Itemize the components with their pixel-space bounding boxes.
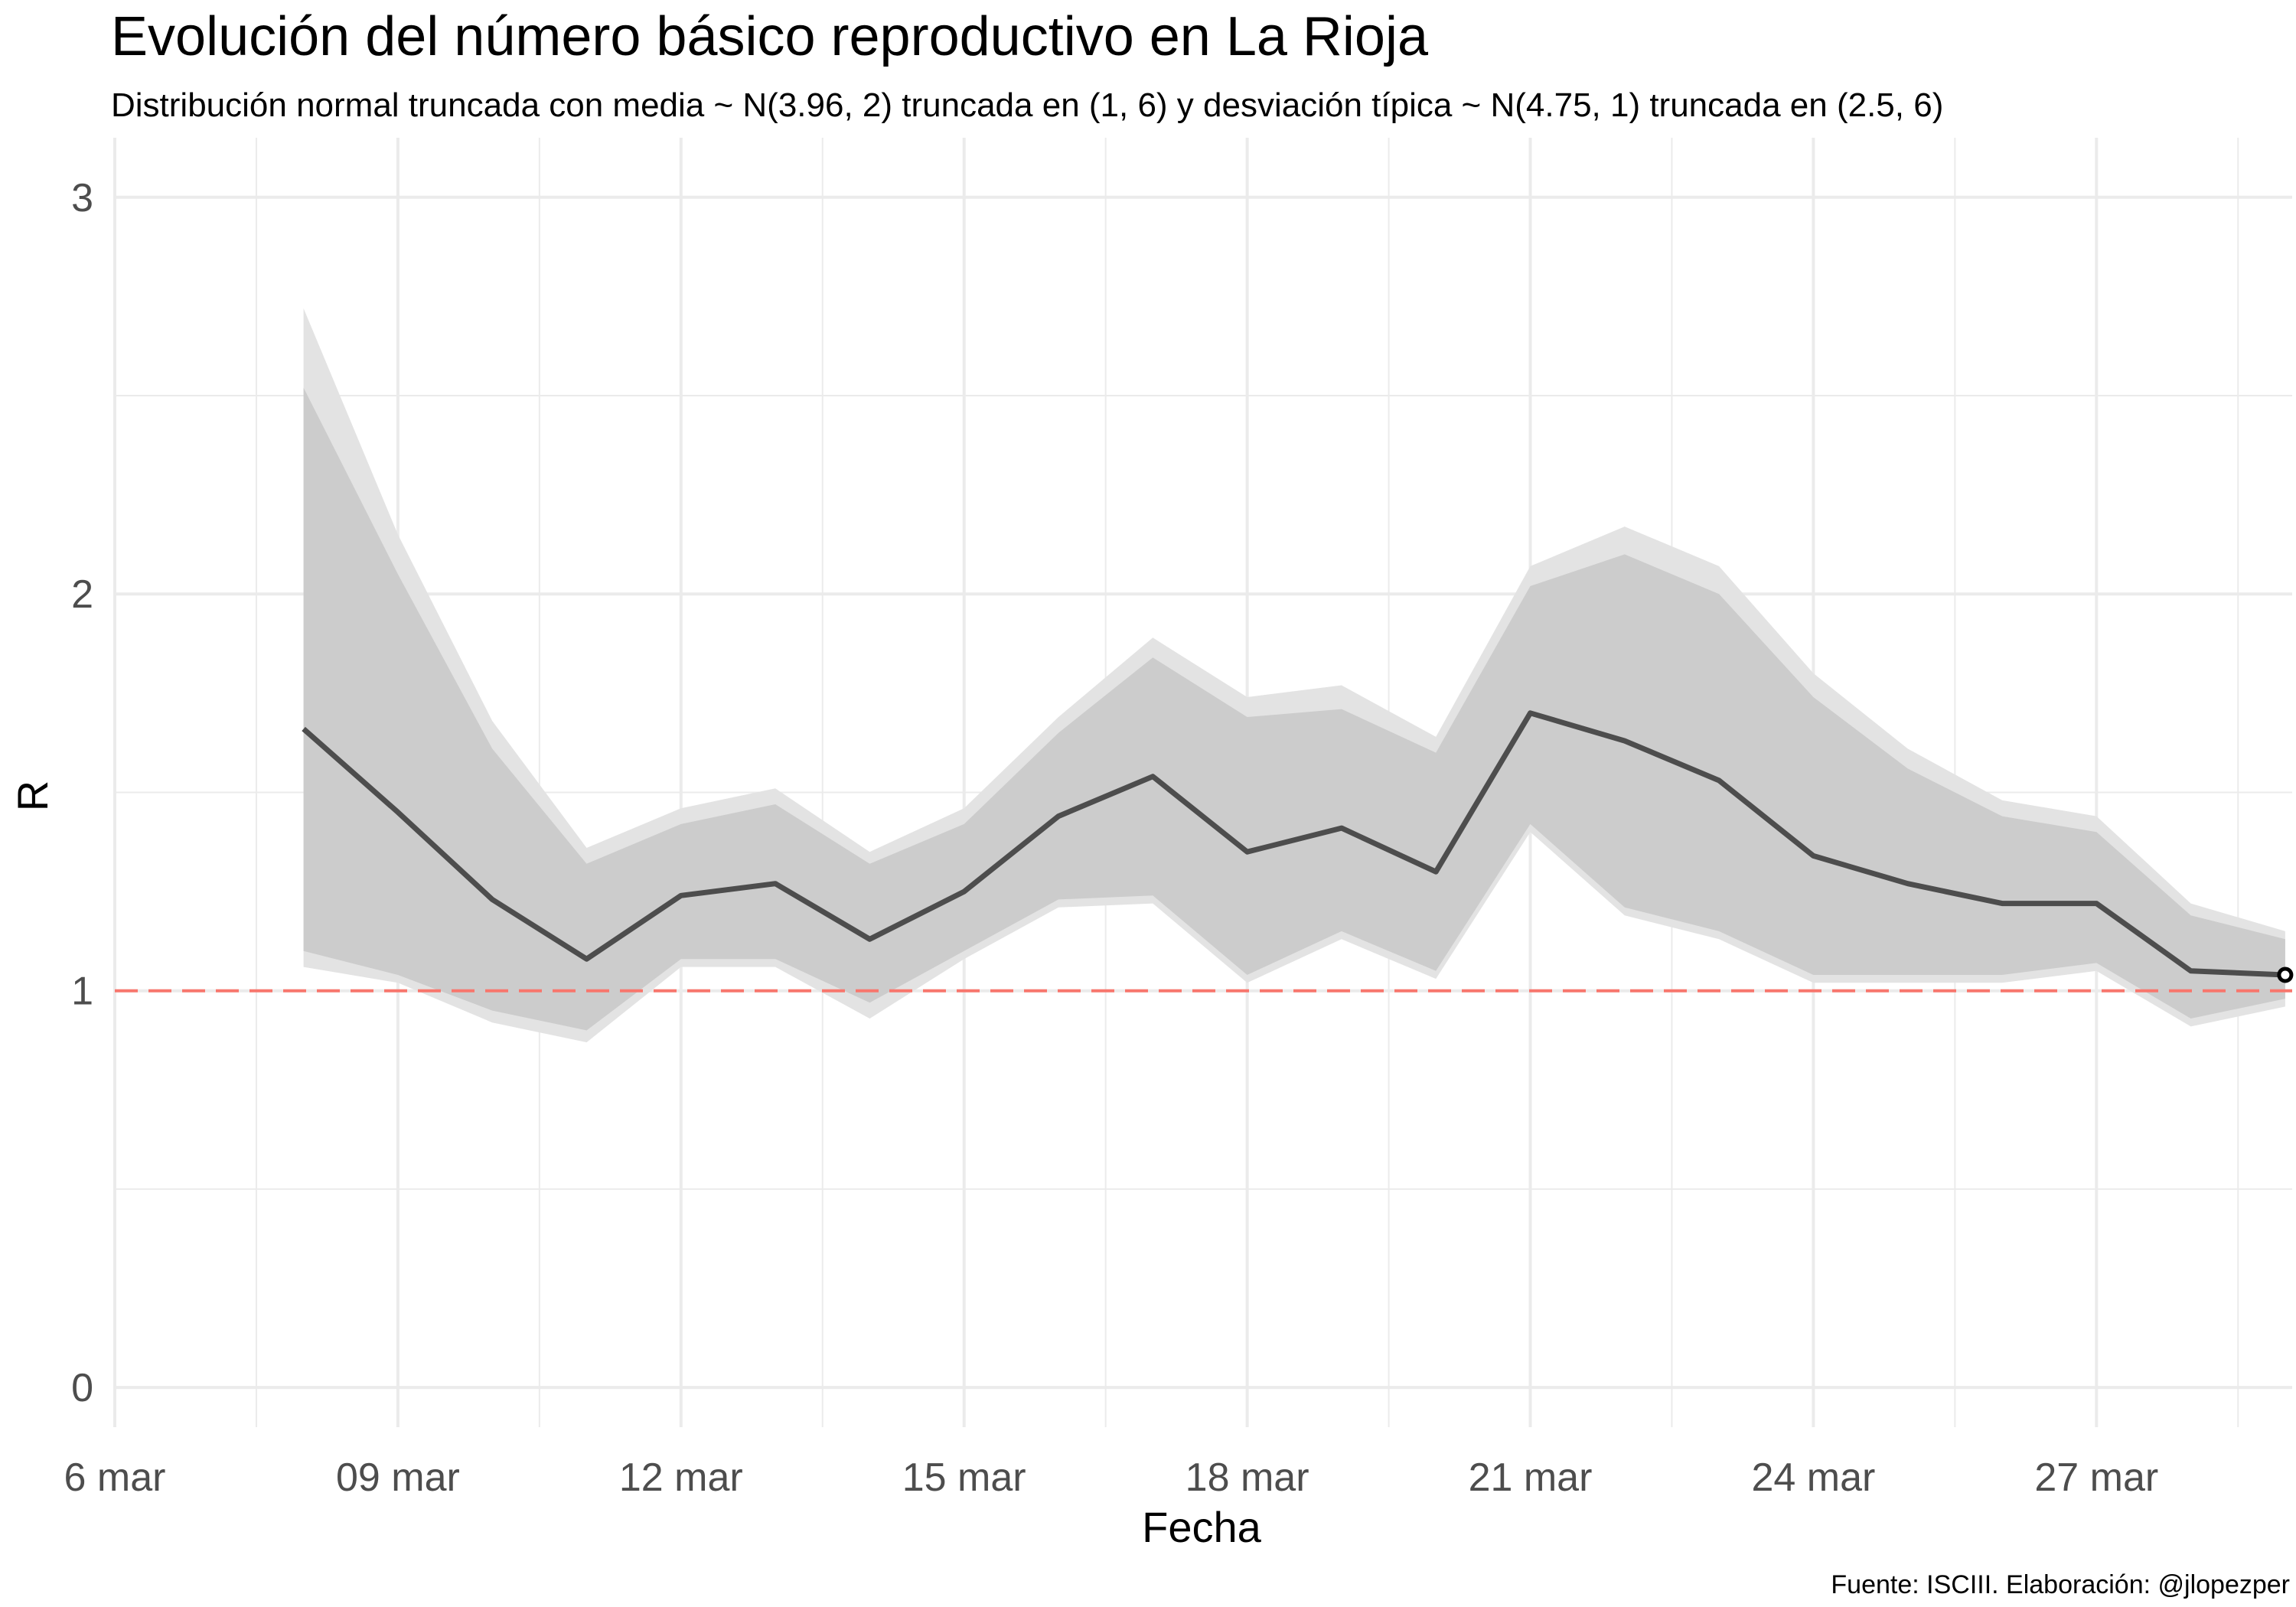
chart-subtitle: Distribución normal truncada con media ~… [111, 86, 1943, 124]
y-tick-label: 1 [71, 970, 93, 1014]
y-tick-label: 3 [71, 176, 93, 220]
x-tick-label: 12 mar [619, 1455, 743, 1500]
x-tick-label: 6 mar [64, 1455, 166, 1500]
x-axis-title: Fecha [1142, 1503, 1261, 1551]
series-line [302, 710, 2286, 978]
caption: Fuente: ISCIII. Elaboración: @jlopezper [1831, 1570, 2290, 1599]
inner-confidence-band [303, 387, 2285, 1031]
x-axis-ticks: 6 mar 09 mar 12 mar 15 mar 18 mar 21 mar 24 ma… [64, 1455, 2159, 1500]
y-axis-ticks: 0 1 2 3 [71, 176, 93, 1410]
x-tick-label: 15 mar [902, 1455, 1026, 1500]
last-point-marker [2277, 966, 2294, 983]
x-tick-label: 09 mar [336, 1455, 460, 1500]
y-tick-label: 0 [71, 1366, 93, 1410]
y-axis-title: R [8, 781, 57, 811]
x-tick-label: 21 mar [1469, 1455, 1593, 1500]
x-tick-label: 18 mar [1186, 1455, 1309, 1500]
chart-title: Evolución del número básico reproductivo… [111, 6, 1429, 67]
x-tick-label: 24 mar [1751, 1455, 1875, 1500]
y-tick-label: 2 [71, 572, 93, 617]
x-tick-label: 27 mar [2034, 1455, 2158, 1500]
